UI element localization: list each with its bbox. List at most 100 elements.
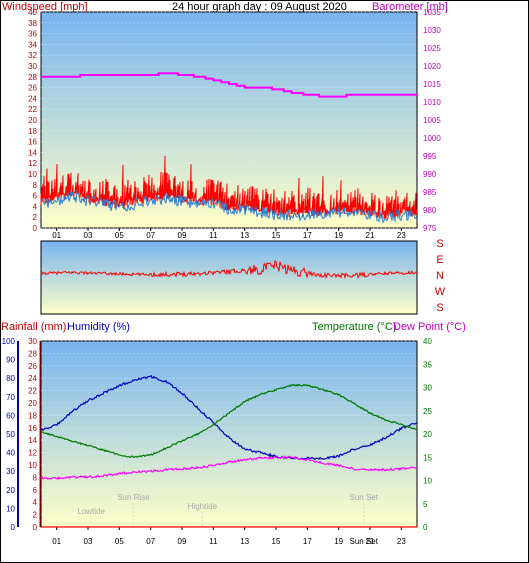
humidity-tick-label: 100 <box>2 337 16 346</box>
series <box>40 260 418 280</box>
wind-direction-line <box>40 260 418 280</box>
windspeed-tick-label: 38 <box>28 19 37 28</box>
rainfall-tick-label: 20 <box>28 399 37 408</box>
humidity-tick-label: 40 <box>6 449 15 458</box>
windspeed-tick-label: 12 <box>28 159 37 168</box>
temperature-tick-label: 20 <box>423 430 432 439</box>
x-tick-label: 21 <box>366 231 375 240</box>
barometer-line <box>41 72 417 98</box>
barometer-tick-label: 1030 <box>423 26 441 35</box>
temperature-tick-label: 10 <box>423 477 432 486</box>
windspeed-tick-label: 0 <box>33 224 38 233</box>
windspeed-tick-label: 36 <box>28 30 37 39</box>
barometer-tick-label: 1015 <box>423 80 441 89</box>
barometer-axis-ticks: 975 980 985 990 995 1000 1005 1010 1015 1020 1025 1… <box>423 8 441 233</box>
windspeed-tick-label: 14 <box>28 148 37 157</box>
x-tick-label: 15 <box>272 537 281 546</box>
temperature-axis-ticks: 0 5 10 15 20 25 30 35 40 <box>423 337 432 532</box>
rainfall-tick-label: 10 <box>28 461 37 470</box>
windspeed-low-line <box>40 189 418 225</box>
x-tick-label: 13 <box>240 537 249 546</box>
x-tick-label: 03 <box>84 537 93 546</box>
windspeed-axis-label: Windspeed [mph] <box>2 1 88 13</box>
lowtide-annotation: Lowtide <box>77 507 105 516</box>
x-tick-label: 23 <box>397 537 406 546</box>
x-tick-label: 11 <box>209 537 218 546</box>
windspeed-tick-label: 24 <box>28 94 37 103</box>
sunset-axis-label: Sun Set <box>349 537 378 546</box>
dewpoint-axis-label: Dew Point (°C) <box>393 321 466 333</box>
rainfall-tick-label: 14 <box>28 436 37 445</box>
rainfall-tick-label: 16 <box>28 424 37 433</box>
rainfall-tick-label: 6 <box>33 486 38 495</box>
windspeed-tick-label: 8 <box>33 181 38 190</box>
windspeed-tick-label: 32 <box>28 51 37 60</box>
barometer-tick-label: 1000 <box>423 134 441 143</box>
windspeed-tick-label: 18 <box>28 127 37 136</box>
x-tick-label: 03 <box>84 231 93 240</box>
grid <box>41 11 417 229</box>
rainfall-tick-label: 18 <box>28 411 37 420</box>
windspeed-tick-label: 34 <box>28 40 37 49</box>
humidity-axis-label: Humidity (%) <box>67 321 130 333</box>
humidity-axis-ticks: 0 10 20 30 40 50 60 70 80 90 100 <box>2 337 16 532</box>
x-tick-label: 17 <box>303 231 312 240</box>
temperature-line <box>40 383 418 459</box>
windspeed-tick-label: 28 <box>28 73 37 82</box>
rainfall-tick-label: 2 <box>33 511 38 520</box>
plot-area <box>40 240 418 315</box>
humidity-tick-label: 30 <box>6 467 15 476</box>
direction-label: W <box>435 286 446 298</box>
x-tick-label: 09 <box>178 537 187 546</box>
chart-title: 24 hour graph day : 09 August 2020 <box>172 1 347 13</box>
x-axis-ticks: 01 03 05 07 09 11 13 15 17 19 21 23 <box>52 527 406 546</box>
rainfall-tick-label: 26 <box>28 362 37 371</box>
barometer-tick-label: 980 <box>423 206 437 215</box>
humidity-line <box>40 374 418 461</box>
humidity-tick-label: 10 <box>6 504 15 513</box>
rainfall-tick-label: 24 <box>28 374 37 383</box>
x-tick-label: 23 <box>397 231 406 240</box>
series <box>40 72 418 225</box>
windspeed-tick-label: 2 <box>33 213 38 222</box>
windspeed-tick-label: 30 <box>28 62 37 71</box>
rainfall-tick-label: 8 <box>33 473 38 482</box>
temperature-tick-label: 25 <box>423 407 432 416</box>
barometer-tick-label: 990 <box>423 170 437 179</box>
rainfall-tick-label: 22 <box>28 387 37 396</box>
barometer-tick-label: 1005 <box>423 116 441 125</box>
dewpoint-line <box>40 455 418 481</box>
grid <box>41 340 417 528</box>
hightide-annotation: Hightide <box>188 502 218 511</box>
barometer-tick-label: 1010 <box>423 98 441 107</box>
direction-label: S <box>436 238 443 250</box>
direction-label: E <box>436 254 443 266</box>
barometer-tick-label: 1025 <box>423 44 441 53</box>
windspeed-tick-label: 40 <box>28 8 37 17</box>
humidity-tick-label: 70 <box>6 393 15 402</box>
temperature-tick-label: 0 <box>423 523 428 532</box>
x-tick-label: 07 <box>146 537 155 546</box>
temperature-tick-label: 30 <box>423 384 432 393</box>
sunset-annotation: Sun Set <box>349 493 378 502</box>
x-tick-label: 05 <box>115 231 124 240</box>
direction-label: N <box>436 270 444 282</box>
windspeed-tick-label: 4 <box>33 202 38 211</box>
x-tick-label: 19 <box>334 537 343 546</box>
windspeed-tick-label: 20 <box>28 116 37 125</box>
barometer-tick-label: 1020 <box>423 62 441 71</box>
x-tick-label: 07 <box>146 231 155 240</box>
x-tick-label: 19 <box>334 231 343 240</box>
barometer-tick-label: 975 <box>423 224 437 233</box>
x-tick-label: 17 <box>303 537 312 546</box>
temperature-axis-label: Temperature (°C) <box>312 321 396 333</box>
barometer-tick-label: 985 <box>423 188 437 197</box>
temperature-tick-label: 40 <box>423 337 432 346</box>
windspeed-line <box>40 155 418 220</box>
windspeed-tick-label: 16 <box>28 138 37 147</box>
